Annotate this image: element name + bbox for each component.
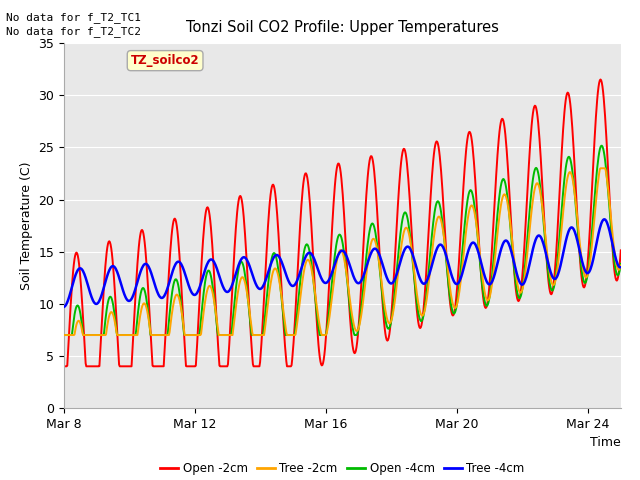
Legend: Open -2cm, Tree -2cm, Open -4cm, Tree -4cm: Open -2cm, Tree -2cm, Open -4cm, Tree -4… (156, 457, 529, 480)
Text: No data for f_T2_TC1: No data for f_T2_TC1 (6, 12, 141, 23)
Title: Tonzi Soil CO2 Profile: Upper Temperatures: Tonzi Soil CO2 Profile: Upper Temperatur… (186, 20, 499, 35)
Text: No data for f_T2_TC2: No data for f_T2_TC2 (6, 26, 141, 37)
Text: TZ_soilco2: TZ_soilco2 (131, 54, 200, 67)
Y-axis label: Soil Temperature (C): Soil Temperature (C) (20, 161, 33, 290)
X-axis label: Time: Time (590, 436, 621, 449)
